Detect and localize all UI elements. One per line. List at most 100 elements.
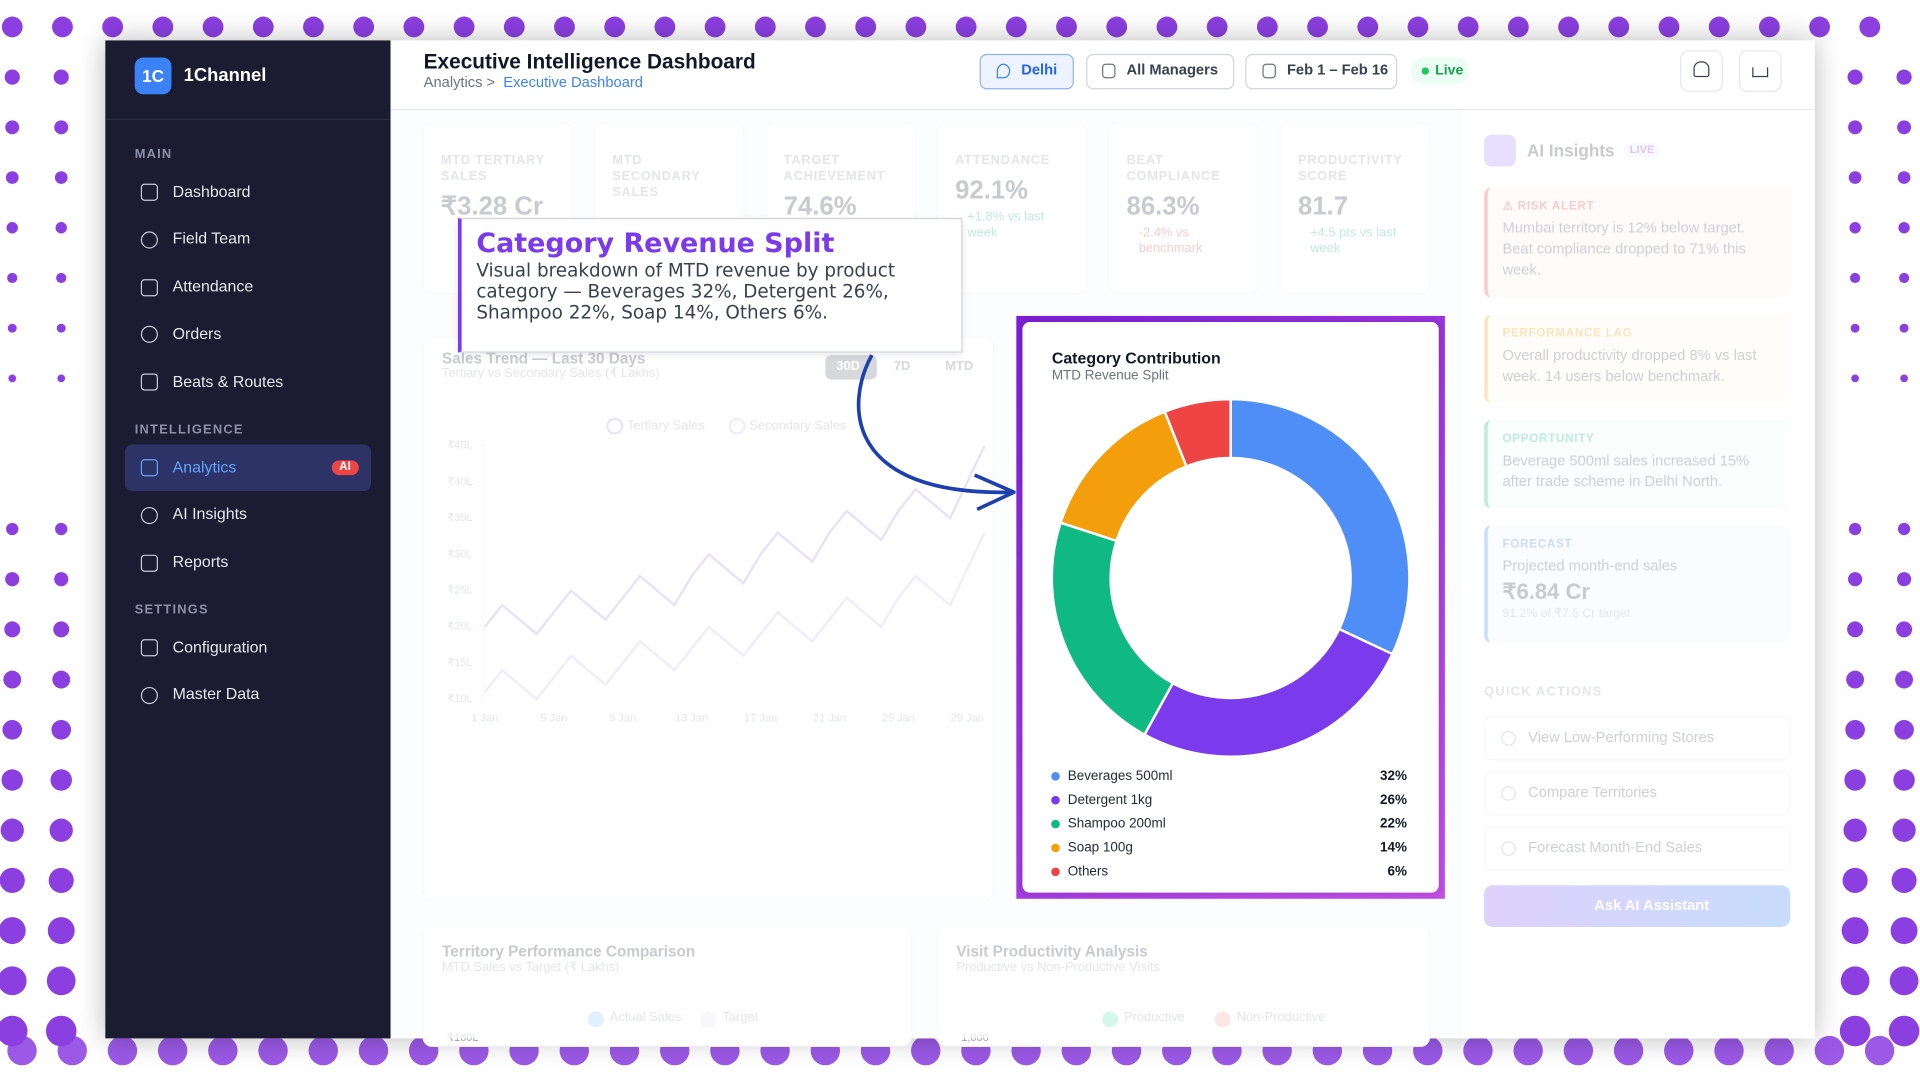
deco-dot — [1848, 572, 1863, 587]
deco-dot — [1156, 16, 1178, 38]
nav-item[interactable]: Dashboard — [172, 181, 251, 201]
deco-dot — [1847, 621, 1864, 638]
filter-icon — [1102, 63, 1116, 79]
nav-item[interactable]: Analytics — [172, 457, 237, 476]
deco-dot — [1848, 120, 1863, 135]
deco-dot — [1206, 16, 1228, 38]
nav-item[interactable]: Field Team — [172, 229, 251, 248]
breadcrumb: Analytics > — [423, 73, 496, 91]
brand: 1Channel — [183, 65, 267, 87]
filter-icon — [1262, 63, 1276, 79]
deco-dot — [955, 16, 977, 38]
deco-dot — [0, 917, 26, 945]
deco-dot — [208, 1035, 238, 1066]
deco-dot — [4, 621, 21, 638]
deco-dot — [1256, 16, 1278, 38]
deco-dot — [5, 171, 19, 184]
page-title: Executive Intelligence Dashboard — [423, 50, 756, 74]
deco-dot — [1900, 374, 1908, 383]
deco-dot — [48, 867, 74, 893]
deco-dot — [1307, 16, 1328, 38]
deco-dot — [1664, 1035, 1694, 1066]
deco-dot — [49, 818, 73, 842]
deco-dot — [1897, 522, 1911, 536]
deco-dot — [1658, 16, 1680, 38]
nav-item[interactable]: Orders — [172, 324, 222, 343]
deco-dot — [1613, 1035, 1644, 1066]
callout-title: Category Revenue Split — [476, 228, 835, 260]
deco-dot — [1843, 818, 1867, 842]
nav-item[interactable]: Reports — [172, 552, 229, 571]
deco-dot — [1106, 16, 1128, 38]
deco-dot — [1839, 1015, 1871, 1047]
deco-dot — [1608, 16, 1630, 38]
nav-icon — [140, 183, 158, 201]
deco-dot — [47, 917, 75, 945]
deco-dot — [1848, 171, 1862, 184]
donut-card — [1022, 322, 1439, 893]
nav-icon — [140, 231, 158, 249]
nav-icon — [140, 326, 158, 344]
status: Live — [1435, 63, 1464, 78]
deco-dot — [50, 769, 72, 791]
deco-dot — [52, 16, 73, 38]
deco-dot — [1894, 719, 1914, 740]
nav-icon — [140, 278, 158, 296]
filter-button[interactable] — [979, 53, 1074, 90]
deco-dot — [1890, 917, 1918, 945]
deco-dot — [1847, 69, 1863, 85]
nav-item[interactable]: Master Data — [172, 684, 260, 704]
deco-dot — [5, 120, 20, 135]
nav-item[interactable]: AI Insights — [172, 504, 247, 524]
nav-icon — [140, 459, 158, 477]
deco-dot — [1895, 670, 1913, 689]
deco-dot — [1407, 16, 1429, 38]
deco-dot — [1850, 323, 1860, 333]
deco-dot — [1850, 272, 1861, 284]
deco-dot — [202, 16, 224, 38]
deco-dot — [1714, 1035, 1744, 1066]
deco-dot — [258, 1035, 288, 1066]
section-label: MAIN — [134, 147, 173, 162]
deco-dot — [51, 719, 72, 740]
filter-button[interactable] — [1086, 53, 1235, 90]
deco-dot — [1848, 522, 1862, 536]
deco-dot — [6, 522, 19, 536]
deco-dot — [303, 16, 324, 38]
filter-icon — [996, 63, 1011, 79]
deco-dot — [855, 16, 877, 38]
status-pill — [1410, 57, 1470, 85]
deco-dot — [358, 1035, 389, 1066]
nav-item[interactable]: Beats & Routes — [172, 371, 284, 391]
deco-dot — [54, 572, 69, 587]
deco-dot — [1845, 719, 1865, 740]
deco-dot — [0, 867, 25, 893]
deco-dot — [1892, 818, 1916, 842]
deco-dot — [0, 966, 27, 996]
deco-dot — [1056, 16, 1077, 38]
nav-icon — [140, 506, 158, 524]
nav-item[interactable]: Attendance — [172, 276, 254, 296]
deco-dot — [57, 1035, 87, 1066]
deco-dot — [704, 16, 726, 38]
deco-dot — [1558, 16, 1579, 38]
deco-dot — [152, 16, 174, 38]
deco-dot — [7, 272, 18, 284]
bell-icon — [1693, 61, 1710, 78]
deco-dot — [1899, 323, 1909, 333]
deco-dot — [1864, 1035, 1895, 1066]
logo: 1C — [134, 57, 172, 95]
deco-dot — [754, 16, 776, 38]
deco-dot — [55, 522, 68, 536]
deco-dot — [4, 69, 20, 85]
filter-label: Delhi — [1021, 61, 1058, 79]
filter-button[interactable] — [1245, 53, 1398, 90]
icon-button[interactable] — [1680, 50, 1723, 92]
deco-dot — [1708, 16, 1730, 38]
nav-item[interactable]: Configuration — [172, 637, 268, 656]
filter-label: All Managers — [1126, 61, 1219, 79]
icon-button[interactable] — [1738, 50, 1782, 92]
deco-dot — [55, 222, 67, 234]
deco-dot — [1844, 769, 1866, 791]
